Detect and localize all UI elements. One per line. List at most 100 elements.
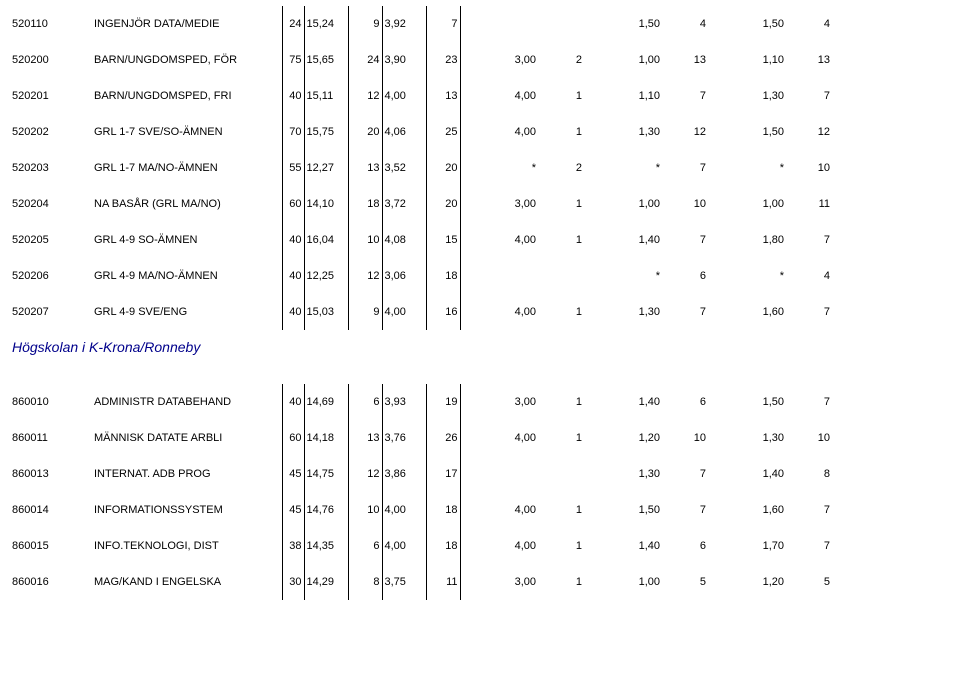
cell-v1: 24 <box>282 6 304 42</box>
cell-v3: 12 <box>348 456 382 492</box>
cell-v10: * <box>708 150 786 186</box>
cell-v13 <box>910 492 950 528</box>
cell-v6: 3,00 <box>460 186 538 222</box>
cell-v1: 40 <box>282 384 304 420</box>
cell-name: INFORMATIONSSYSTEM <box>78 492 282 528</box>
cell-v2: 14,76 <box>304 492 348 528</box>
cell-name: GRL 1-7 MA/NO-ÄMNEN <box>78 150 282 186</box>
cell-v8: 1,40 <box>584 222 662 258</box>
cell-v11: 7 <box>786 294 832 330</box>
cell-v4: 3,86 <box>382 456 426 492</box>
cell-v5: 16 <box>426 294 460 330</box>
cell-v11: 7 <box>786 384 832 420</box>
table-row: 860010ADMINISTR DATABEHAND4014,6963,9319… <box>12 384 950 420</box>
cell-v9: 7 <box>662 492 708 528</box>
cell-v7: 1 <box>538 492 584 528</box>
cell-v6: 3,00 <box>460 42 538 78</box>
cell-v6: 4,00 <box>460 114 538 150</box>
cell-v2: 14,75 <box>304 456 348 492</box>
cell-v5: 18 <box>426 528 460 564</box>
cell-v8: 1,00 <box>584 186 662 222</box>
cell-v6: 3,00 <box>460 384 538 420</box>
cell-v4: 4,00 <box>382 78 426 114</box>
cell-v11: 4 <box>786 258 832 294</box>
cell-v2: 15,65 <box>304 42 348 78</box>
cell-v13 <box>910 150 950 186</box>
cell-v6: 4,00 <box>460 492 538 528</box>
cell-v3: 9 <box>348 6 382 42</box>
cell-v10: 1,10 <box>708 42 786 78</box>
cell-v9: 6 <box>662 384 708 420</box>
cell-v13 <box>910 114 950 150</box>
cell-v8: 1,30 <box>584 456 662 492</box>
cell-v2: 12,27 <box>304 150 348 186</box>
cell-v12 <box>832 186 910 222</box>
cell-v1: 40 <box>282 294 304 330</box>
cell-code: 860010 <box>12 384 78 420</box>
cell-v10: 1,40 <box>708 456 786 492</box>
cell-v9: 10 <box>662 186 708 222</box>
table-row: 520207GRL 4-9 SVE/ENG4015,0394,00164,001… <box>12 294 950 330</box>
cell-name: GRL 4-9 SVE/ENG <box>78 294 282 330</box>
cell-v5: 18 <box>426 258 460 294</box>
cell-v10: 1,30 <box>708 420 786 456</box>
cell-v13 <box>910 42 950 78</box>
cell-v8: 1,50 <box>584 6 662 42</box>
cell-v2: 12,25 <box>304 258 348 294</box>
cell-v10: 1,20 <box>708 564 786 600</box>
cell-v9: 4 <box>662 6 708 42</box>
cell-v3: 13 <box>348 420 382 456</box>
cell-code: 520204 <box>12 186 78 222</box>
cell-v1: 40 <box>282 78 304 114</box>
cell-name: GRL 1-7 SVE/SO-ÄMNEN <box>78 114 282 150</box>
cell-v2: 14,35 <box>304 528 348 564</box>
cell-v4: 4,00 <box>382 528 426 564</box>
cell-v2: 14,18 <box>304 420 348 456</box>
cell-v3: 8 <box>348 564 382 600</box>
cell-v13 <box>910 384 950 420</box>
cell-v1: 45 <box>282 456 304 492</box>
table-row: 860011MÄNNISK DATATE ARBLI6014,18133,762… <box>12 420 950 456</box>
cell-name: BARN/UNGDOMSPED, FÖR <box>78 42 282 78</box>
cell-v5: 25 <box>426 114 460 150</box>
cell-name: MAG/KAND I ENGELSKA <box>78 564 282 600</box>
cell-v8: 1,40 <box>584 384 662 420</box>
cell-name: INFO.TEKNOLOGI, DIST <box>78 528 282 564</box>
cell-v2: 16,04 <box>304 222 348 258</box>
cell-v8: * <box>584 150 662 186</box>
table-row: 520206GRL 4-9 MA/NO-ÄMNEN4012,25123,0618… <box>12 258 950 294</box>
cell-v9: 5 <box>662 564 708 600</box>
cell-v2: 14,10 <box>304 186 348 222</box>
data-table: 520110INGENJÖR DATA/MEDIE2415,2493,9271,… <box>12 6 950 600</box>
cell-v6 <box>460 258 538 294</box>
cell-code: 520203 <box>12 150 78 186</box>
cell-v9: 6 <box>662 258 708 294</box>
cell-v6: 4,00 <box>460 222 538 258</box>
cell-v2: 15,03 <box>304 294 348 330</box>
cell-v11: 11 <box>786 186 832 222</box>
cell-v10: 1,80 <box>708 222 786 258</box>
cell-v8: 1,10 <box>584 78 662 114</box>
cell-v11: 13 <box>786 42 832 78</box>
cell-v1: 60 <box>282 420 304 456</box>
cell-v12 <box>832 456 910 492</box>
cell-v3: 9 <box>348 294 382 330</box>
cell-v11: 12 <box>786 114 832 150</box>
cell-v7: 1 <box>538 528 584 564</box>
cell-v11: 7 <box>786 492 832 528</box>
table-row: 520201BARN/UNGDOMSPED, FRI4015,11124,001… <box>12 78 950 114</box>
table-row: 520205GRL 4-9 SO-ÄMNEN4016,04104,08154,0… <box>12 222 950 258</box>
table-row: 860016MAG/KAND I ENGELSKA3014,2983,75113… <box>12 564 950 600</box>
cell-code: 860011 <box>12 420 78 456</box>
cell-v5: 23 <box>426 42 460 78</box>
cell-v12 <box>832 384 910 420</box>
cell-name: GRL 4-9 SO-ÄMNEN <box>78 222 282 258</box>
cell-v11: 5 <box>786 564 832 600</box>
cell-v12 <box>832 6 910 42</box>
cell-v10: 1,70 <box>708 528 786 564</box>
cell-v7: 1 <box>538 78 584 114</box>
cell-v11: 7 <box>786 78 832 114</box>
cell-v10: 1,50 <box>708 384 786 420</box>
cell-name: MÄNNISK DATATE ARBLI <box>78 420 282 456</box>
cell-v10: 1,50 <box>708 6 786 42</box>
